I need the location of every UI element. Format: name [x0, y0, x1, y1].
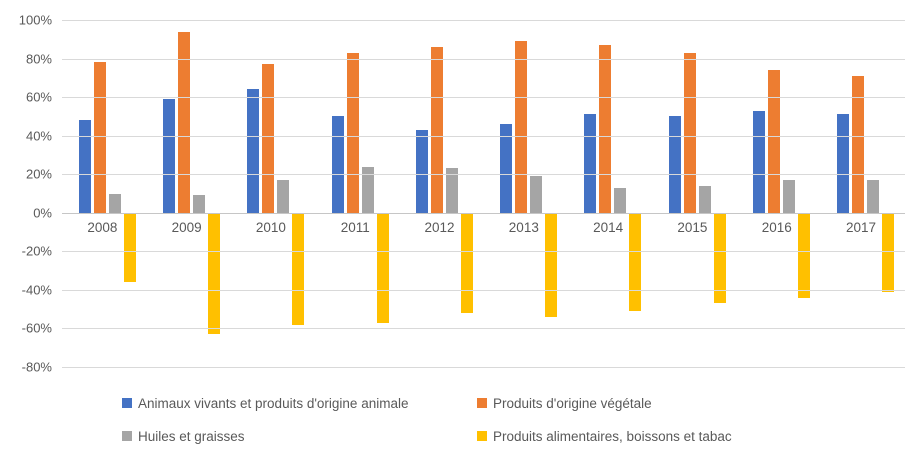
y-axis-tick-label: 100% — [18, 12, 52, 28]
bar-group-2017: 2017 — [821, 20, 905, 367]
gridline — [62, 20, 905, 21]
plot-area: 2008 2009 2010 2011 2012 2013 2014 2015 2016 2017 — [62, 20, 905, 368]
legend-item-huiles-graisses: Huiles et graisses — [122, 427, 477, 446]
bar-2008-series-3 — [123, 212, 136, 283]
bar-group-2015: 2015 — [652, 20, 736, 367]
bar-2013-series-3 — [545, 212, 558, 317]
legend-item-produits-vegetale: Produits d'origine végétale — [477, 394, 732, 413]
y-axis-tick-label: -40% — [21, 282, 52, 298]
gridline — [62, 367, 905, 368]
bar-2014-series-3 — [629, 212, 642, 312]
bar-2016-series-0 — [753, 110, 766, 213]
bar-group-2014: 2014 — [568, 20, 652, 367]
bar-2009-series-1 — [177, 31, 190, 213]
bar-group-2011: 2011 — [315, 20, 399, 367]
y-axis-tick-label: -20% — [21, 243, 52, 259]
legend-swatch-blue — [122, 398, 132, 408]
legend-label: Produits d'origine végétale — [493, 396, 652, 411]
bar-group-2009: 2009 — [146, 20, 230, 367]
bar-2011-series-3 — [376, 212, 389, 323]
bar-2013-series-0 — [500, 124, 513, 213]
gridline — [62, 289, 905, 291]
gridline — [62, 328, 905, 330]
bar-group-2012: 2012 — [399, 20, 483, 367]
legend-label: Animaux vivants et produits d'origine an… — [138, 396, 409, 411]
y-axis-tick-label: -80% — [21, 359, 52, 375]
y-axis-tick-label: -60% — [21, 320, 52, 336]
bar-2016-series-1 — [768, 70, 781, 213]
bar-2015-series-0 — [668, 116, 681, 213]
bar-group-2010: 2010 — [231, 20, 315, 367]
bar-2011-series-0 — [331, 116, 344, 213]
bar-2011-series-1 — [346, 52, 359, 213]
bar-2015-series-1 — [683, 52, 696, 213]
gridline — [62, 135, 905, 137]
bar-2015-series-2 — [698, 185, 711, 213]
bar-2008-series-0 — [78, 120, 91, 213]
bar-2014-series-1 — [599, 45, 612, 213]
x-axis-category-label: 2015 — [677, 219, 708, 235]
x-axis-category-label: 2011 — [340, 219, 370, 235]
bar-2010-series-3 — [292, 212, 305, 325]
y-axis-tick-label: 20% — [25, 166, 52, 182]
x-axis-category-label: 2009 — [171, 219, 202, 235]
bar-2012-series-0 — [415, 129, 428, 213]
bar-2014-series-0 — [584, 114, 597, 213]
bar-2014-series-2 — [614, 187, 627, 213]
y-axis-tick-label: 40% — [25, 128, 52, 144]
gridline — [62, 174, 905, 176]
bar-2017-series-2 — [867, 180, 880, 213]
bar-group-2013: 2013 — [483, 20, 567, 367]
bar-group-2008: 2008 — [62, 20, 146, 367]
bar-2010-series-0 — [247, 89, 260, 213]
legend: Animaux vivants et produits d'origine an… — [122, 394, 732, 446]
legend-swatch-orange — [477, 398, 487, 408]
gridline — [62, 212, 905, 214]
bar-2016-series-2 — [783, 180, 796, 213]
x-axis-category-label: 2013 — [508, 219, 539, 235]
bar-2009-series-3 — [207, 212, 220, 335]
bar-2012-series-1 — [430, 46, 443, 213]
x-axis-category-label: 2017 — [845, 219, 877, 235]
bar-groups: 2008 2009 2010 2011 2012 2013 2014 2015 2016 2017 — [62, 20, 905, 367]
bar-2017-series-1 — [852, 75, 865, 213]
bar-2010-series-1 — [262, 64, 275, 213]
y-axis-tick-label: 80% — [25, 51, 52, 67]
bar-2008-series-2 — [108, 193, 121, 213]
legend-label: Huiles et graisses — [138, 429, 245, 444]
legend-swatch-gray — [122, 431, 132, 441]
bar-2012-series-2 — [445, 168, 458, 213]
bar-2009-series-0 — [162, 99, 175, 213]
bar-2012-series-3 — [460, 212, 473, 313]
bar-2016-series-3 — [798, 212, 811, 298]
bar-2010-series-2 — [277, 180, 290, 213]
legend-swatch-yellow — [477, 431, 487, 441]
y-axis: 100% 80% 60% 40% 20% 0% -20% -40% -60% -80% — [0, 13, 52, 375]
x-axis-category-label: 2014 — [593, 219, 624, 235]
legend-label: Produits alimentaires, boissons et tabac — [493, 429, 732, 444]
bar-2015-series-3 — [713, 212, 726, 304]
gridline — [62, 58, 905, 60]
legend-item-animaux-vivants: Animaux vivants et produits d'origine an… — [122, 394, 477, 413]
gridline — [62, 97, 905, 99]
bar-2008-series-1 — [93, 62, 106, 213]
gridline — [62, 251, 905, 253]
x-axis-category-label: 2008 — [87, 219, 118, 235]
bar-2011-series-2 — [361, 166, 374, 213]
y-axis-tick-label: 60% — [25, 89, 52, 105]
bar-2009-series-2 — [192, 195, 205, 213]
x-axis-category-label: 2016 — [761, 219, 792, 235]
bar-2013-series-2 — [530, 176, 543, 213]
bar-group-2016: 2016 — [736, 20, 820, 367]
x-axis-category-label: 2010 — [255, 219, 286, 235]
bar-2017-series-0 — [837, 114, 850, 213]
x-axis-category-label: 2012 — [424, 219, 455, 235]
bar-2013-series-1 — [515, 41, 528, 213]
legend-item-produits-alimentaires: Produits alimentaires, boissons et tabac — [477, 427, 732, 446]
y-axis-tick-label: 0% — [33, 205, 52, 221]
